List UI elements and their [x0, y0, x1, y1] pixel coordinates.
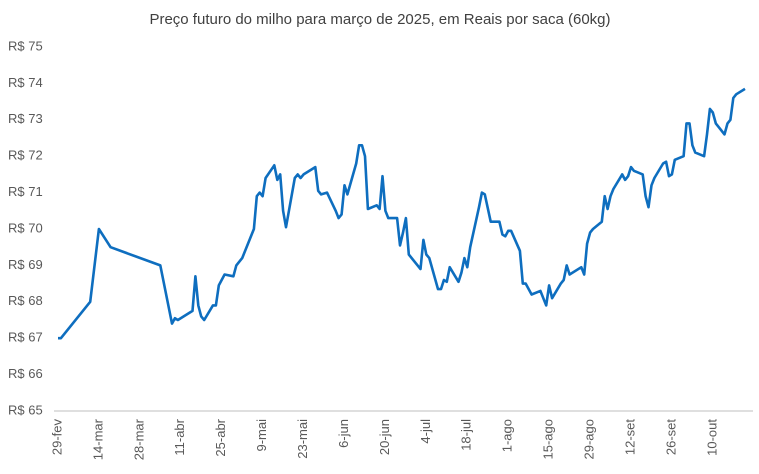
y-tick-label: R$ 74: [8, 75, 43, 90]
x-tick-label: 12-set: [622, 419, 637, 456]
x-tick-label: 9-mai: [254, 419, 269, 452]
chart-title: Preço futuro do milho para março de 2025…: [149, 11, 610, 28]
x-tick-label: 28-mar: [131, 418, 146, 460]
y-tick-label: R$ 65: [8, 402, 43, 417]
x-tick-label: 25-abr: [213, 418, 228, 456]
y-tick-label: R$ 70: [8, 220, 43, 235]
line: [58, 87, 746, 340]
x-tick-label: 15-ago: [541, 419, 556, 459]
x-tick-label: 23-mai: [295, 419, 310, 459]
y-tick-label: R$ 72: [8, 148, 43, 163]
y-tick-label: R$ 68: [8, 293, 43, 308]
x-tick-label: 20-jun: [377, 419, 392, 455]
x-tick-label: 26-set: [663, 419, 678, 456]
x-tick-label: 4-jul: [418, 419, 433, 444]
x-tick-label: 1-ago: [500, 419, 515, 452]
x-tick-label: 6-jun: [336, 419, 351, 448]
x-tick-label: 29-fev: [49, 419, 64, 456]
y-tick-label: R$ 67: [8, 330, 43, 345]
x-tick-label: 10-out: [704, 419, 719, 456]
y-tick-label: R$ 75: [8, 38, 43, 53]
y-tick-label: R$ 69: [8, 257, 43, 272]
x-tick-label: 14-mar: [90, 418, 105, 460]
x-tick-label: 11-abr: [172, 418, 187, 455]
y-tick-label: R$ 73: [8, 111, 43, 126]
x-tick-label: 18-jul: [459, 419, 474, 451]
x-tick-label: 29-ago: [581, 419, 596, 459]
y-tick-label: R$ 66: [8, 366, 43, 381]
y-tick-label: R$ 71: [8, 184, 43, 199]
